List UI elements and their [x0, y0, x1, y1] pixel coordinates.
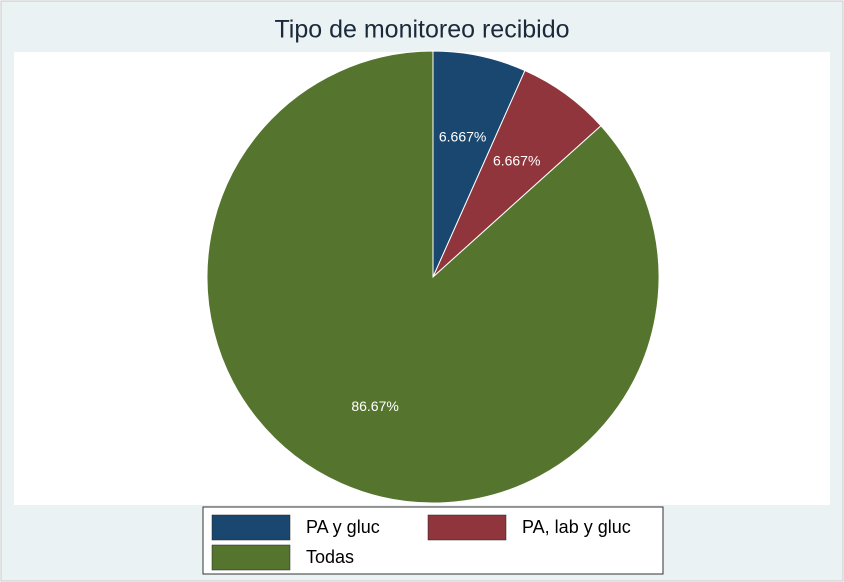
slice-label: 6.667% — [439, 128, 486, 144]
chart-title: Tipo de monitoreo recibido — [274, 16, 569, 44]
legend-swatch — [427, 514, 507, 541]
legend-swatch — [211, 544, 291, 571]
legend-swatch — [211, 514, 291, 541]
pie-slice — [206, 50, 660, 504]
legend-label: Todas — [306, 547, 354, 567]
legend-label: PA, lab y gluc — [522, 517, 631, 537]
slice-label: 86.67% — [351, 398, 398, 414]
legend-label: PA y gluc — [306, 517, 380, 537]
slice-label: 6.667% — [493, 153, 540, 169]
